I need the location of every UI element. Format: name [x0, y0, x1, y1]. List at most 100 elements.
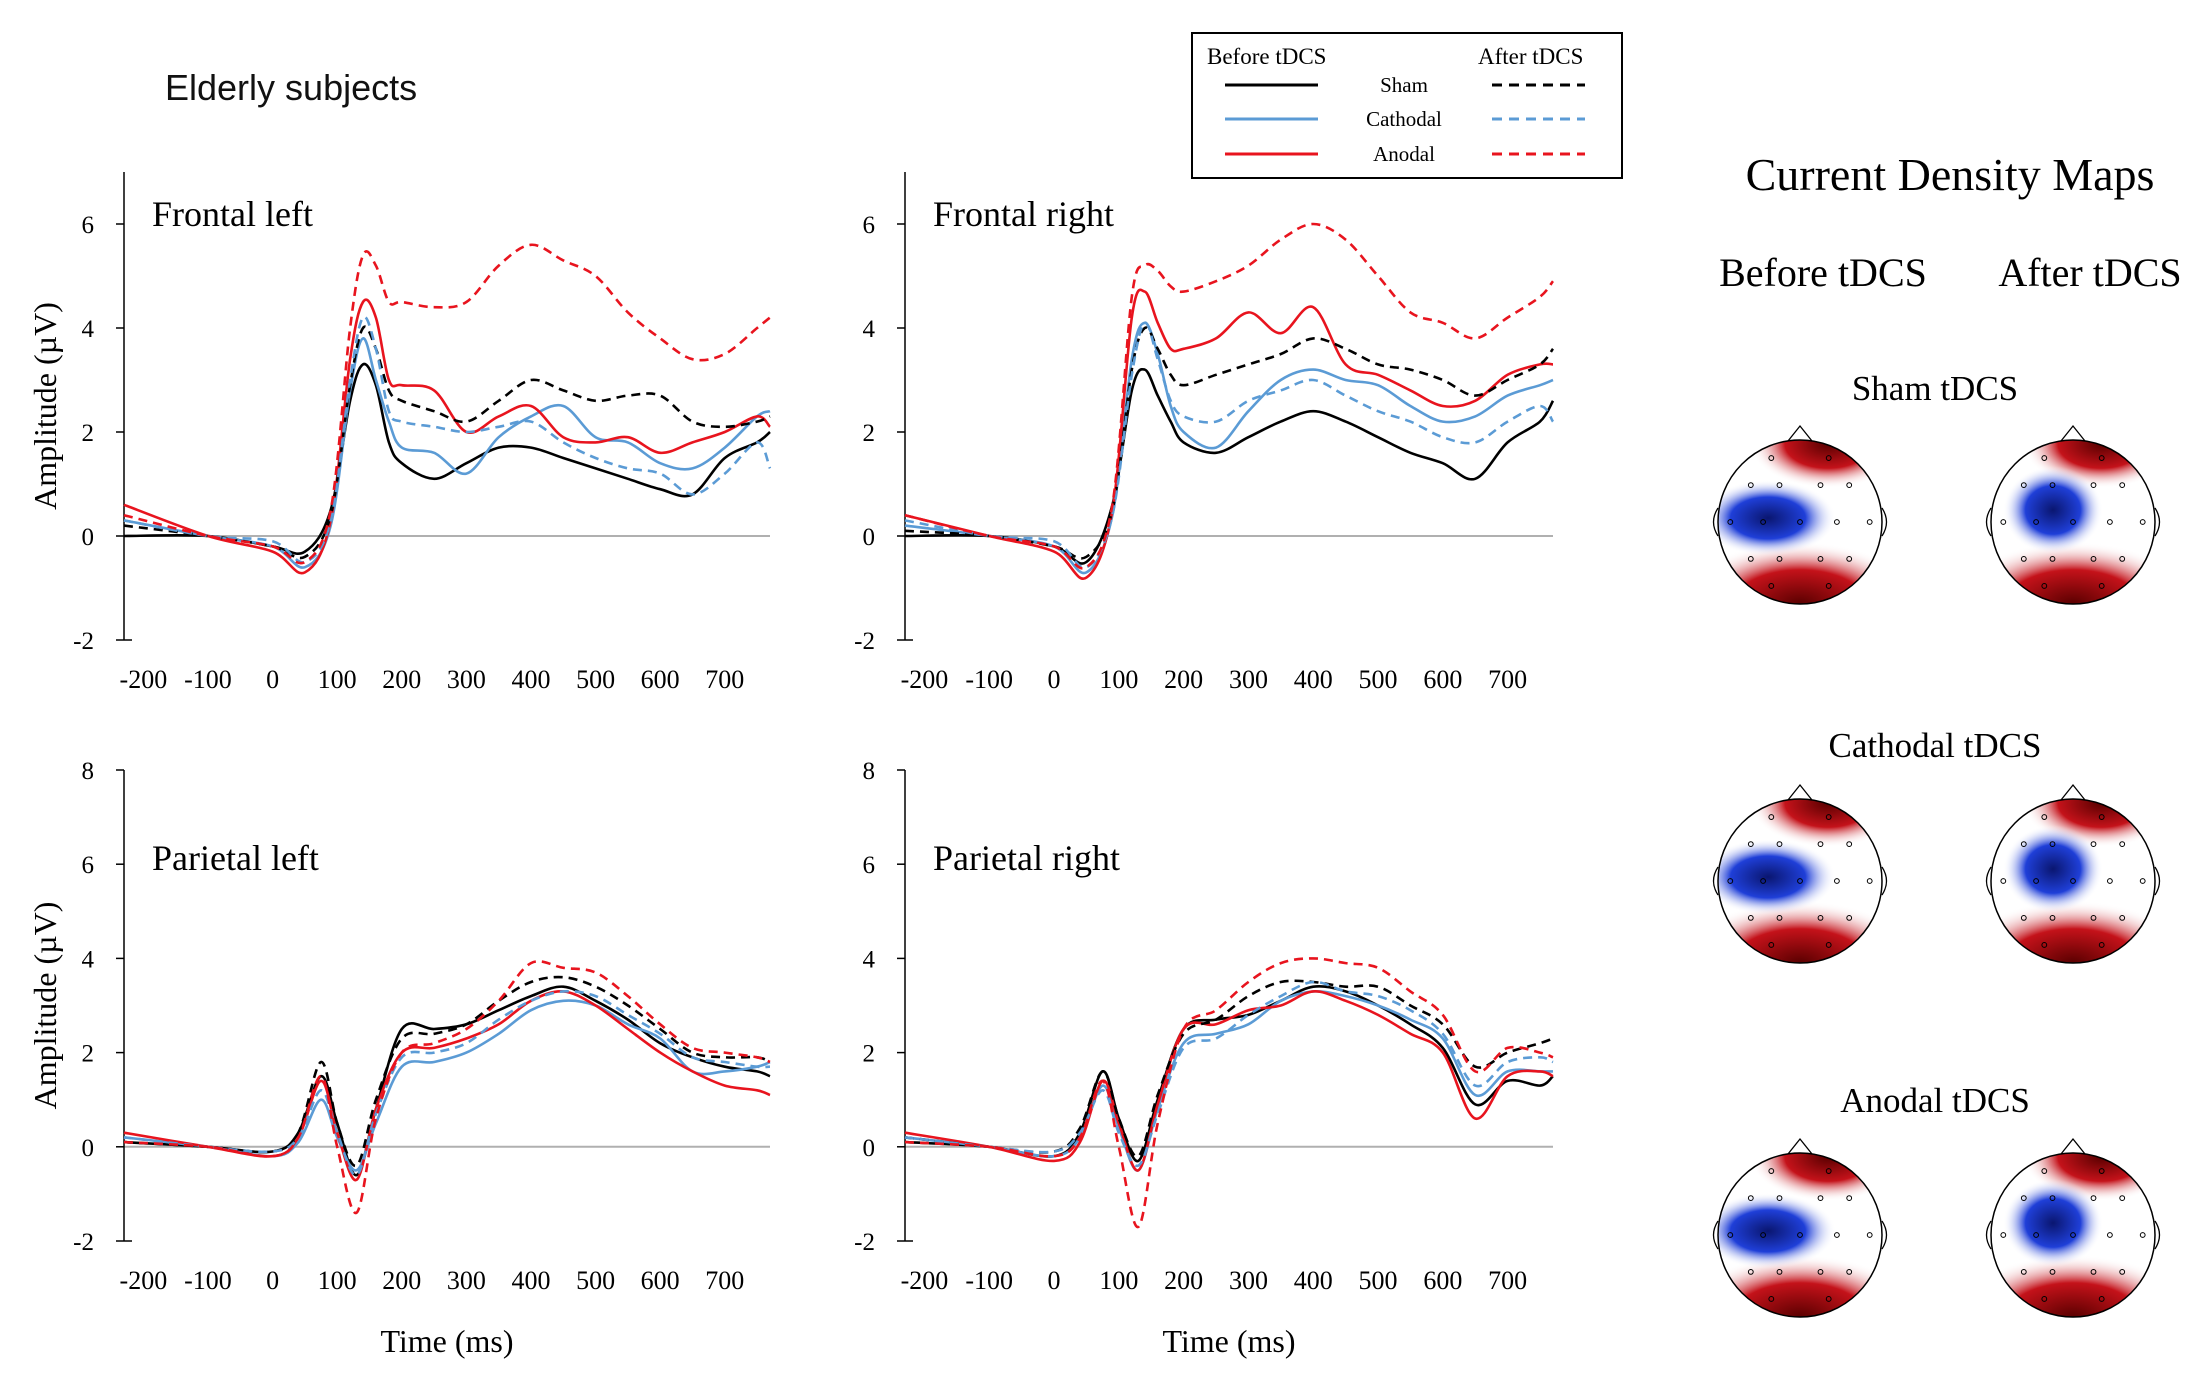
legend-label-anodal: Anodal — [1373, 142, 1435, 166]
series-anodal-after — [904, 222, 1555, 570]
panel-title: Frontal left — [152, 194, 313, 234]
x-tick-label: 700 — [1488, 1266, 1527, 1295]
maps-before-label: Before tDCS — [1719, 250, 1927, 295]
legend-before-label: Before tDCS — [1207, 44, 1326, 69]
chart-parietal-right: -2 0 2 4 6 8 -200 -100 0 100 200 300 400 500 600 700 Par… — [854, 758, 1554, 1359]
x-tick-label: -200 — [120, 665, 168, 694]
x-tick-label: 400 — [511, 665, 550, 694]
head-map-sham-after — [1985, 424, 2161, 605]
y-tick-label: -2 — [73, 1229, 94, 1256]
y-tick-label: -2 — [854, 628, 875, 655]
x-tick-label: 400 — [1294, 1266, 1333, 1295]
legend-after-label: After tDCS — [1478, 44, 1583, 69]
x-tick-label: 300 — [1229, 665, 1268, 694]
panel-title: Frontal right — [933, 194, 1114, 234]
x-tick-label: 0 — [1048, 1266, 1061, 1295]
x-tick-label: -200 — [901, 1266, 949, 1295]
x-tick-label: 500 — [576, 1266, 615, 1295]
y-tick-label: 0 — [863, 1135, 876, 1162]
x-tick-label: 400 — [511, 1266, 550, 1295]
y-tick-label: 0 — [863, 524, 876, 551]
map-row-label-cathodal: Cathodal tDCS — [1829, 726, 2042, 765]
maps-after-label: After tDCS — [1998, 250, 2181, 295]
legend-label-sham: Sham — [1380, 73, 1428, 97]
x-tick-label: -100 — [184, 665, 232, 694]
legend-label-cathodal: Cathodal — [1366, 107, 1442, 131]
series-sham-before — [123, 362, 771, 556]
map-row-label-anodal: Anodal tDCS — [1840, 1081, 2030, 1120]
y-tick-label: 4 — [82, 946, 95, 973]
y-tick-label: 0 — [82, 1135, 95, 1162]
panel-title: Parietal left — [152, 838, 319, 878]
legend: Before tDCS After tDCS Sham Cathodal Anoda… — [1191, 32, 1623, 179]
x-tick-label: 600 — [1423, 1266, 1462, 1295]
x-tick-label: 300 — [1229, 1266, 1268, 1295]
x-tick-label: -200 — [120, 1266, 168, 1295]
map-row-label-sham: Sham tDCS — [1852, 369, 2018, 408]
series-sham-after — [123, 325, 771, 560]
y-tick-label: 2 — [863, 420, 876, 447]
figure-title: Elderly subjects — [165, 67, 417, 108]
series-cathodal-before — [123, 999, 771, 1172]
x-tick-label: -100 — [965, 1266, 1013, 1295]
y-tick-label: 8 — [82, 758, 95, 785]
x-tick-label: 500 — [1359, 1266, 1398, 1295]
x-tick-label: -100 — [965, 665, 1013, 694]
x-tick-label: -100 — [184, 1266, 232, 1295]
maps-title: Current Density Maps — [1746, 149, 2155, 200]
x-tick-label: 0 — [266, 1266, 279, 1295]
x-tick-label: 300 — [447, 665, 486, 694]
y-axis-label: Amplitude (µV) — [27, 902, 63, 1110]
series-sham-after — [904, 326, 1555, 560]
chart-frontal-left: -2 0 2 4 6 -200 -100 0 100 200 300 400 500 600 700 Fron… — [27, 172, 772, 694]
y-tick-label: 8 — [863, 758, 876, 785]
x-tick-label: 700 — [705, 1266, 744, 1295]
series-cathodal-before — [904, 321, 1554, 575]
head-map-anodal-before — [1712, 1137, 1888, 1318]
x-tick-label: 200 — [1164, 1266, 1203, 1295]
head-map-cathodal-after — [1985, 783, 2161, 964]
x-tick-label: 600 — [641, 665, 680, 694]
x-tick-label: 200 — [1164, 665, 1203, 694]
x-tick-label: 0 — [266, 665, 279, 694]
series-anodal-after — [904, 957, 1554, 1229]
x-tick-label: 600 — [641, 1266, 680, 1295]
x-tick-label: 0 — [1048, 665, 1061, 694]
x-axis-label: Time (ms) — [380, 1323, 513, 1359]
head-map-cathodal-before — [1712, 783, 1888, 964]
y-axis-label: Amplitude (µV) — [27, 302, 63, 510]
series-cathodal-after — [904, 321, 1555, 569]
y-tick-label: -2 — [73, 628, 94, 655]
series-cathodal-after — [123, 315, 772, 564]
x-tick-label: 700 — [1488, 665, 1527, 694]
y-tick-label: 4 — [82, 316, 95, 343]
y-tick-label: -2 — [854, 1229, 875, 1256]
series-sham-before — [904, 368, 1555, 565]
y-tick-label: 6 — [82, 852, 95, 879]
x-tick-label: 500 — [1359, 665, 1398, 694]
x-tick-label: 700 — [705, 665, 744, 694]
y-tick-label: 2 — [82, 420, 95, 447]
series-anodal-after — [123, 243, 771, 565]
y-tick-label: 6 — [863, 852, 876, 879]
x-tick-label: 100 — [318, 1266, 357, 1295]
y-tick-label: 2 — [82, 1041, 95, 1068]
x-tick-label: 200 — [382, 1266, 421, 1295]
head-map-sham-before — [1712, 424, 1888, 605]
x-tick-label: 100 — [318, 665, 357, 694]
x-axis-label: Time (ms) — [1162, 1323, 1295, 1359]
panel-title: Parietal right — [933, 838, 1120, 878]
x-tick-label: -200 — [901, 665, 949, 694]
series-anodal-before — [123, 990, 771, 1182]
series-anodal-before — [904, 288, 1554, 581]
series-anodal-before — [123, 298, 771, 575]
y-tick-label: 4 — [863, 946, 876, 973]
x-tick-label: 500 — [576, 665, 615, 694]
series-sham-after — [904, 979, 1554, 1158]
x-tick-label: 400 — [1294, 665, 1333, 694]
y-tick-label: 2 — [863, 1041, 876, 1068]
series-cathodal-before — [123, 337, 771, 569]
x-tick-label: 300 — [447, 1266, 486, 1295]
series-cathodal-after — [904, 980, 1554, 1167]
